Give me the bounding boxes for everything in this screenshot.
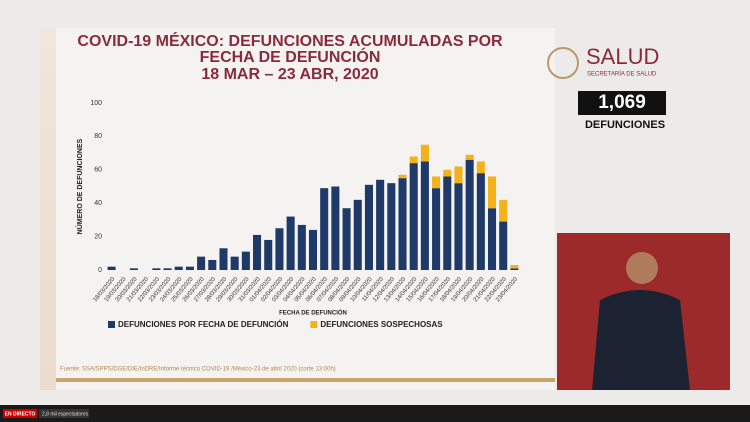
bar-segment xyxy=(275,228,284,270)
y-tick-label: 20 xyxy=(94,233,102,240)
bar-segment xyxy=(409,156,418,164)
interpreter-head xyxy=(626,252,658,284)
y-axis-label: NÚMERO DE DEFUNCIONES xyxy=(75,138,84,234)
bar-segment xyxy=(510,268,519,270)
bar-segment xyxy=(107,266,116,270)
interpreter-body xyxy=(592,290,690,390)
chart-subtitle: 18 MAR – 23 ABR, 2020 xyxy=(201,66,379,83)
bar-segment xyxy=(208,259,217,270)
bar-segment xyxy=(163,268,172,270)
bar-segment xyxy=(286,216,295,270)
legend-label: DEFUNCIONES POR FECHA DE DEFUNCIÓN xyxy=(118,320,289,329)
stream-bar xyxy=(0,405,750,422)
y-tick-label: 40 xyxy=(94,200,102,207)
chart-title: COVID-19 MÉXICO: DEFUNCIONES ACUMULADAS … xyxy=(77,33,503,66)
x-axis-label: FECHA DE DEFUNCIÓN xyxy=(279,309,347,317)
counter-box xyxy=(578,91,666,115)
bar-segment xyxy=(398,178,407,270)
bar-segment xyxy=(409,163,418,270)
live-label: EN DIRECTO xyxy=(5,411,36,417)
bar-segment xyxy=(320,188,329,270)
bar-segment xyxy=(253,234,262,270)
bar-segment xyxy=(152,268,161,270)
legend-swatch xyxy=(108,321,115,328)
bar-segment xyxy=(376,179,385,270)
y-tick-label: 100 xyxy=(90,100,102,107)
slide-decoration xyxy=(40,28,56,390)
bar-segment xyxy=(443,169,452,177)
bar-segment xyxy=(443,176,452,270)
y-tick-label: 80 xyxy=(94,133,102,140)
bar-segment xyxy=(454,166,463,184)
brand-name: SALUD xyxy=(586,44,659,69)
legend-swatch xyxy=(310,321,318,328)
bar-segment xyxy=(420,161,429,270)
bar-segment xyxy=(420,144,429,162)
y-tick-label: 60 xyxy=(94,167,102,174)
bar-segment xyxy=(308,229,318,270)
bar-segment xyxy=(174,266,183,270)
bar-segment xyxy=(432,188,441,270)
bar-segment xyxy=(387,183,396,270)
bar-segment xyxy=(499,199,508,222)
bar-segment xyxy=(353,199,362,270)
source-note: Fuente: SSA/SPPS/DGE/DIE/InDRE/Informe t… xyxy=(60,367,336,373)
bar-segment xyxy=(487,176,497,209)
y-tick-label: 0 xyxy=(98,267,102,274)
bar-segment xyxy=(465,159,474,270)
bar-segment xyxy=(476,173,485,270)
live-badge xyxy=(3,409,37,418)
legend-label: DEFUNCIONES SOSPECHOSAS xyxy=(320,320,443,329)
brand-subtitle: SECRETARÍA DE SALUD xyxy=(587,71,657,78)
bar-segment xyxy=(219,248,228,270)
counter-label: DEFUNCIONES xyxy=(585,119,665,131)
bar-segment xyxy=(185,266,194,270)
bar-segment xyxy=(129,268,139,270)
bar-segment xyxy=(342,208,351,270)
bar-segment xyxy=(499,221,508,270)
bar-segment xyxy=(230,256,239,270)
bar-segment xyxy=(197,256,206,270)
bar-segment xyxy=(487,208,497,270)
bar-segment xyxy=(264,239,273,270)
bar-segment xyxy=(510,264,519,269)
bar-segment xyxy=(476,161,485,174)
viewers-label: 2,8 mil espectadores xyxy=(42,411,89,417)
emblem xyxy=(547,47,579,79)
bar-segment xyxy=(331,186,340,270)
bar-segment xyxy=(432,176,441,189)
bar-segment xyxy=(454,183,463,270)
bar-segment xyxy=(364,184,373,270)
bar-segment xyxy=(297,224,306,270)
bar-segment xyxy=(398,174,407,179)
bar-segment xyxy=(241,251,250,270)
viewers-badge xyxy=(39,409,89,418)
gold-stripe xyxy=(56,378,555,382)
bar-segment xyxy=(465,154,474,160)
counter-value: 1,069 xyxy=(598,92,646,113)
